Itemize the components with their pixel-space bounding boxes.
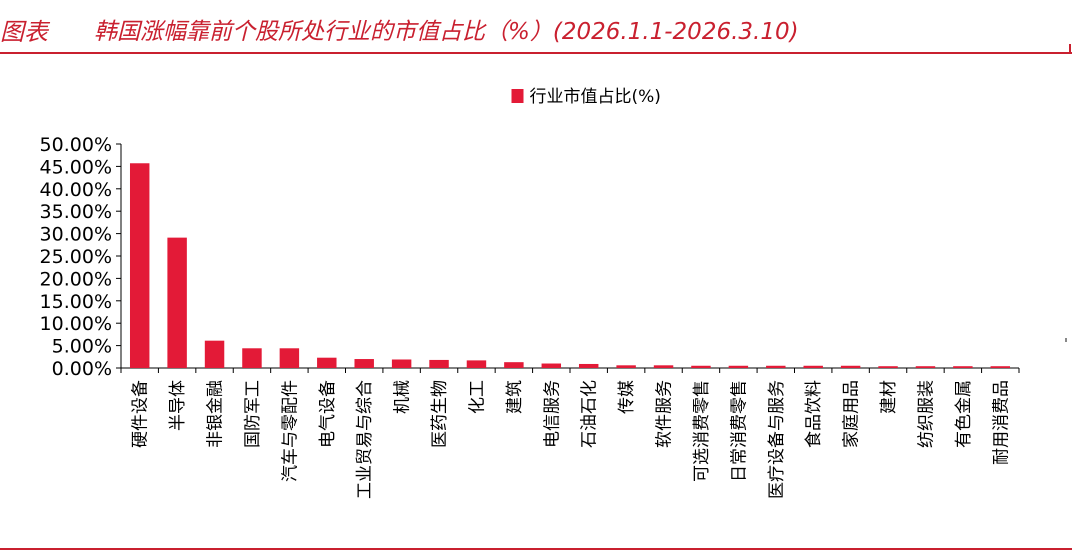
x-tick-label: 建材 [879,380,899,414]
bar [766,365,786,368]
x-tick-label: 国防军工 [243,380,263,448]
x-tick-label: 医疗设备与服务 [767,380,787,499]
x-tick-label: 工业贸易与综合 [355,380,375,499]
x-tick-label: 化工 [467,380,487,414]
x-tick-label: 非银金融 [206,380,226,448]
top-rule-tick [1069,44,1071,53]
y-tick-label: 0.00% [52,358,112,380]
figure-header: 图表 韩国涨幅靠前个股所处行业的市值占比（%）(2026.1.1-2026.3.… [0,4,1080,48]
y-tick-label: 30.00% [40,224,112,246]
bar [317,357,337,368]
x-tick-label: 软件服务 [655,380,675,448]
x-tick-label: 医药生物 [430,380,450,448]
figure-title: 韩国涨幅靠前个股所处行业的市值占比（%）(2026.1.1-2026.3.10) [94,19,799,45]
bar [691,365,711,368]
bar [391,359,412,368]
x-tick-label: 可选消费零售 [692,380,712,482]
y-tick-label: 40.00% [40,179,112,201]
chart-legend: 行业市值占比(%) [511,87,661,107]
y-tick-label: 15.00% [40,291,112,313]
bar [915,366,936,368]
bar-series [129,163,1011,368]
y-tick-label: 5.00% [52,336,112,358]
y-tick-label: 25.00% [40,246,112,268]
bar [990,366,1011,368]
bar [616,365,636,368]
bottom-rule [0,548,1072,550]
bar [840,365,861,368]
bar [204,340,225,368]
figure-label: 图表 [0,18,48,46]
x-tick-label: 食品饮料 [804,380,824,448]
side-mark [1065,338,1067,342]
x-tick-label: 电气设备 [318,380,338,448]
bar [504,362,524,368]
x-tick-label: 耐用消费品 [991,380,1011,465]
bar [129,163,150,368]
legend-label: 行业市值占比(%) [530,87,661,107]
bar [803,365,823,368]
bar [653,365,674,368]
bar [429,359,449,368]
x-tick-label: 纺织服装 [916,380,936,448]
y-tick-label: 35.00% [40,201,112,223]
bar [242,348,262,368]
x-tick-label: 家庭用品 [842,380,862,448]
bar [953,366,973,368]
top-rule [0,52,1072,54]
y-tick-label: 50.00% [40,134,112,156]
x-tick-label: 汽车与零配件 [280,380,300,482]
y-tick-label: 10.00% [40,313,112,335]
y-axis: 0.00%5.00%10.00%15.00%20.00%25.00%30.00%… [40,134,122,380]
legend-swatch [511,89,524,103]
bar [167,237,187,368]
bar [279,348,300,368]
x-axis: 硬件设备 半导体 非银金融 国防军工 汽车与零配件 电气设备 工业贸易与综合 机械 医药生物 化工… [120,367,1020,499]
bar [878,366,898,368]
y-tick-label: 45.00% [40,156,112,178]
x-tick-label: 日常消费零售 [729,380,749,482]
x-tick-label: 电信服务 [542,380,562,448]
bar [354,359,374,368]
x-tick-label: 传媒 [617,380,637,414]
x-tick-label: 机械 [393,380,413,414]
y-tick-label: 20.00% [40,268,112,290]
x-tick-label: 有色金属 [954,380,974,448]
x-tick-label: 硬件设备 [131,380,151,448]
bar [541,363,562,368]
x-tick-label: 半导体 [168,380,188,431]
bar [728,365,749,368]
x-tick-label: 建筑 [505,380,525,414]
x-tick-label: 石油石化 [580,380,600,448]
bar [578,363,599,368]
bar-chart: 行业市值占比(%) 0.00%5.00%10.00%15.00%20.00%25… [40,87,1020,499]
bar [466,360,487,368]
